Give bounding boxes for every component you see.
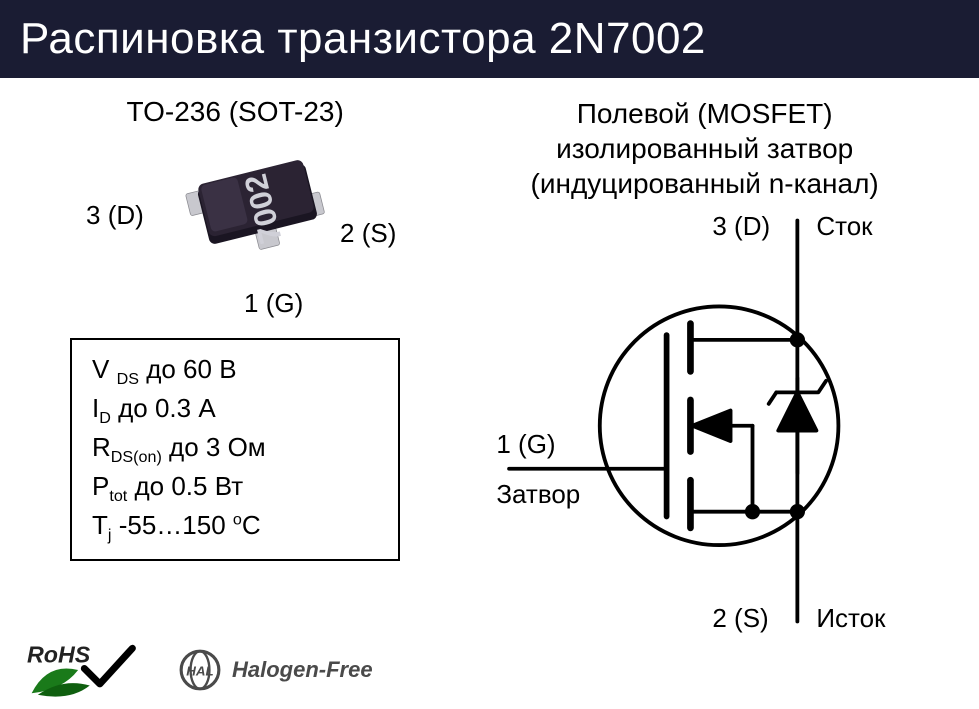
compliance-badges: RoHS HAL Halogen-Free [22, 639, 373, 701]
chip-body-svg: 7002 [175, 148, 345, 268]
spec-id: ID до 0.3 А [92, 391, 378, 430]
sch-source-name: Исток [816, 603, 885, 634]
pkg-pin3-label: 3 (D) [86, 200, 144, 231]
halogen-free-text: Halogen-Free [232, 657, 373, 683]
mosfet-symbol-svg [460, 211, 940, 631]
package-title: TO-236 (SOT-23) [40, 96, 430, 128]
schematic-drawing: 3 (D) Сток 1 (G) Затвор 2 (S) Исток [460, 211, 949, 631]
schematic-description: Полевой (MOSFET) изолированный затвор (и… [460, 96, 949, 201]
svg-text:RoHS: RoHS [27, 641, 91, 667]
spec-vds: V DS до 60 В [92, 352, 378, 391]
package-drawing: 7002 3 (D) 2 (S) 1 (G) [40, 136, 430, 326]
rohs-badge: RoHS [22, 639, 142, 701]
spec-box: V DS до 60 В ID до 0.3 А RDS(on) до 3 Ом… [70, 338, 400, 561]
content-area: TO-236 (SOT-23) 7002 [0, 78, 979, 707]
spec-ptot: Ptot до 0.5 Вт [92, 469, 378, 508]
pkg-pin2-label: 2 (S) [340, 218, 396, 249]
sch-source-pin: 2 (S) [712, 603, 768, 634]
spec-rds: RDS(on) до 3 Ом [92, 430, 378, 469]
sch-gate-name: Затвор [496, 479, 580, 510]
halogen-free-badge: HAL Halogen-Free [178, 648, 373, 692]
svg-text:HAL: HAL [186, 664, 213, 679]
sch-gate-pin: 1 (G) [496, 429, 555, 460]
left-col: TO-236 (SOT-23) 7002 [0, 78, 450, 707]
spec-tj: Tj -55…150 oC [92, 508, 378, 547]
right-col: Полевой (MOSFET) изолированный затвор (и… [450, 78, 979, 707]
sch-drain-name: Сток [816, 211, 872, 242]
pkg-pin1-label: 1 (G) [244, 288, 303, 319]
page-title: Распиновка транзистора 2N7002 [0, 0, 979, 78]
sch-drain-pin: 3 (D) [712, 211, 770, 242]
